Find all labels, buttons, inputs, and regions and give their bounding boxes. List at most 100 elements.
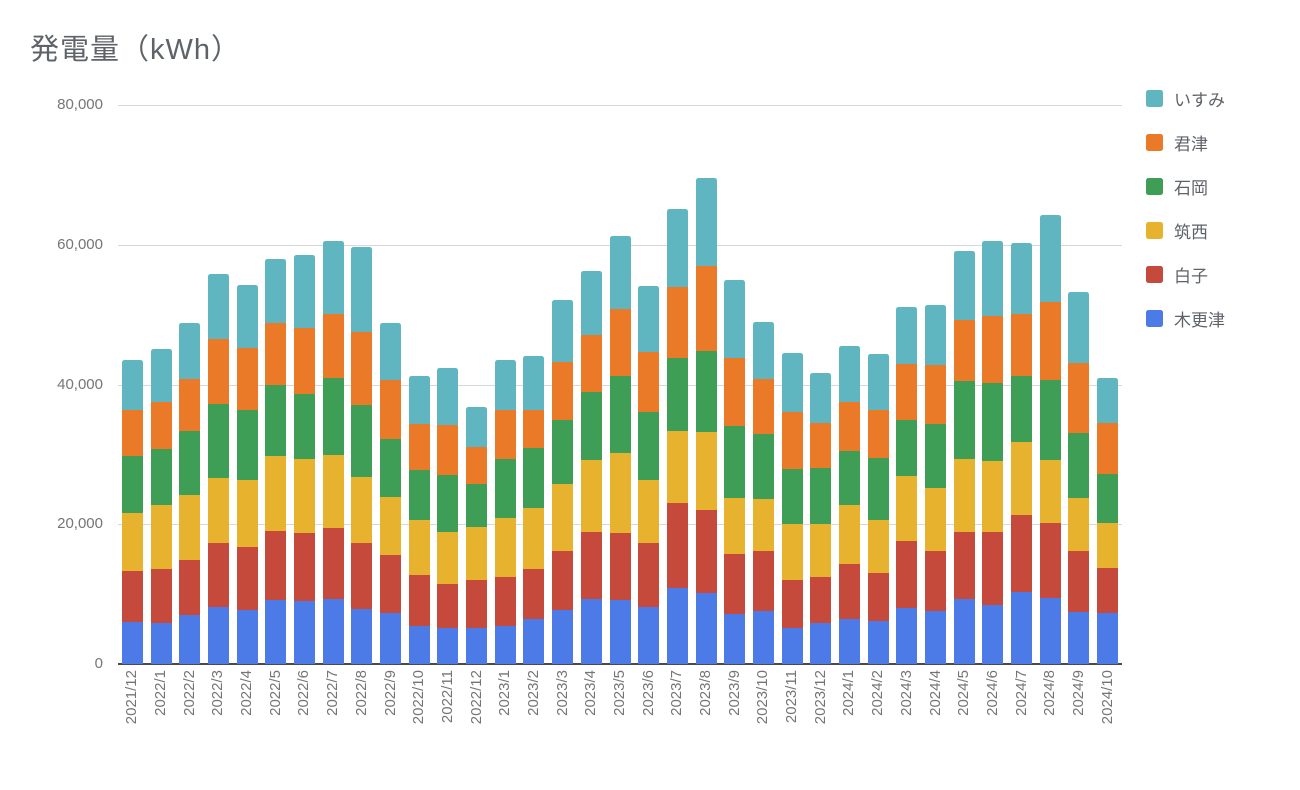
bar-segment-君津[interactable] (322, 313, 344, 378)
bar-segment-君津[interactable] (1011, 313, 1033, 377)
bar-segment-いすみ[interactable] (925, 305, 947, 365)
bar-segment-木更津[interactable] (351, 609, 373, 664)
bar-segment-木更津[interactable] (494, 625, 516, 664)
bar-segment-石岡[interactable] (638, 412, 660, 481)
bar-segment-石岡[interactable] (265, 385, 287, 457)
bar-segment-筑西[interactable] (265, 456, 287, 531)
bar-segment-木更津[interactable] (150, 623, 172, 664)
bar-segment-石岡[interactable] (867, 457, 889, 520)
bar-segment-白子[interactable] (953, 531, 975, 600)
bar-segment-白子[interactable] (867, 572, 889, 621)
legend-item[interactable]: いすみ (1146, 76, 1225, 120)
bar-segment-いすみ[interactable] (179, 322, 201, 379)
bar-segment-石岡[interactable] (666, 358, 688, 431)
bar-segment-石岡[interactable] (207, 403, 229, 479)
bar-segment-君津[interactable] (207, 339, 229, 404)
bar-segment-筑西[interactable] (207, 478, 229, 543)
bar-segment-筑西[interactable] (781, 524, 803, 581)
bar-segment-筑西[interactable] (609, 452, 631, 534)
bar-segment-筑西[interactable] (408, 520, 430, 575)
bar-segment-石岡[interactable] (552, 419, 574, 484)
bar-segment-石岡[interactable] (437, 475, 459, 532)
bar-segment-いすみ[interactable] (724, 279, 746, 358)
bar-segment-白子[interactable] (810, 576, 832, 624)
bar-segment-筑西[interactable] (437, 531, 459, 584)
bar-segment-いすみ[interactable] (609, 235, 631, 309)
bar-segment-筑西[interactable] (666, 430, 688, 504)
bar-segment-白子[interactable] (121, 571, 143, 623)
bar-segment-君津[interactable] (580, 334, 602, 393)
bar-segment-いすみ[interactable] (666, 208, 688, 287)
bar-segment-木更津[interactable] (293, 600, 315, 664)
bar-segment-木更津[interactable] (982, 604, 1004, 664)
bar-segment-筑西[interactable] (638, 480, 660, 543)
bar-segment-いすみ[interactable] (150, 348, 172, 403)
bar-segment-いすみ[interactable] (523, 355, 545, 410)
bar-segment-君津[interactable] (925, 364, 947, 424)
bar-segment-いすみ[interactable] (781, 353, 803, 413)
bar-segment-木更津[interactable] (867, 620, 889, 664)
bar-segment-君津[interactable] (781, 412, 803, 469)
bar-segment-石岡[interactable] (380, 438, 401, 498)
bar-segment-筑西[interactable] (380, 497, 401, 555)
bar-segment-いすみ[interactable] (293, 255, 315, 328)
bar-segment-いすみ[interactable] (121, 359, 143, 410)
bar-segment-筑西[interactable] (1097, 523, 1119, 569)
bar-segment-木更津[interactable] (953, 599, 975, 664)
bar-segment-いすみ[interactable] (638, 286, 660, 352)
bar-segment-白子[interactable] (752, 551, 774, 612)
bar-segment-石岡[interactable] (752, 433, 774, 499)
bar-segment-いすみ[interactable] (896, 306, 918, 365)
bar-segment-いすみ[interactable] (265, 258, 287, 323)
bar-segment-筑西[interactable] (322, 455, 344, 529)
bar-segment-いすみ[interactable] (982, 240, 1004, 317)
bar-segment-いすみ[interactable] (494, 360, 516, 410)
bar-segment-君津[interactable] (380, 379, 401, 439)
bar-segment-君津[interactable] (494, 409, 516, 459)
bar-segment-白子[interactable] (552, 551, 574, 611)
bar-segment-白子[interactable] (236, 546, 258, 611)
bar-segment-白子[interactable] (724, 553, 746, 615)
bar-segment-石岡[interactable] (121, 456, 143, 513)
bar-segment-筑西[interactable] (293, 459, 315, 533)
bar-segment-いすみ[interactable] (207, 274, 229, 340)
bar-segment-君津[interactable] (638, 352, 660, 413)
bar-segment-白子[interactable] (351, 542, 373, 610)
bar-segment-いすみ[interactable] (1068, 292, 1090, 364)
bar-segment-筑西[interactable] (523, 507, 545, 570)
bar-segment-白子[interactable] (408, 574, 430, 626)
bar-segment-白子[interactable] (609, 533, 631, 601)
bar-segment-いすみ[interactable] (752, 321, 774, 380)
bar-segment-木更津[interactable] (322, 599, 344, 664)
bar-segment-石岡[interactable] (179, 430, 201, 496)
bar-segment-いすみ[interactable] (867, 353, 889, 410)
bar-segment-木更津[interactable] (408, 625, 430, 664)
bar-segment-石岡[interactable] (1068, 433, 1090, 499)
bar-segment-いすみ[interactable] (322, 240, 344, 314)
bar-segment-木更津[interactable] (1039, 598, 1061, 664)
bar-segment-石岡[interactable] (896, 419, 918, 477)
bar-segment-筑西[interactable] (982, 461, 1004, 532)
bar-segment-白子[interactable] (666, 503, 688, 588)
bar-segment-白子[interactable] (838, 564, 860, 620)
bar-segment-白子[interactable] (896, 541, 918, 609)
bar-segment-いすみ[interactable] (437, 368, 459, 426)
bar-segment-君津[interactable] (810, 422, 832, 468)
bar-segment-白子[interactable] (322, 528, 344, 599)
bar-segment-木更津[interactable] (580, 599, 602, 664)
bar-segment-白子[interactable] (925, 551, 947, 612)
bar-segment-石岡[interactable] (810, 467, 832, 524)
bar-segment-石岡[interactable] (408, 470, 430, 521)
bar-segment-白子[interactable] (1097, 568, 1119, 613)
bar-segment-君津[interactable] (552, 361, 574, 420)
bar-segment-筑西[interactable] (838, 505, 860, 565)
bar-segment-筑西[interactable] (121, 512, 143, 572)
bar-segment-木更津[interactable] (466, 628, 488, 664)
bar-segment-白子[interactable] (1068, 550, 1090, 612)
bar-segment-君津[interactable] (351, 332, 373, 406)
bar-segment-石岡[interactable] (925, 423, 947, 488)
bar-segment-木更津[interactable] (179, 615, 201, 664)
bar-segment-いすみ[interactable] (351, 247, 373, 333)
bar-segment-君津[interactable] (265, 323, 287, 386)
bar-segment-白子[interactable] (1039, 522, 1061, 599)
